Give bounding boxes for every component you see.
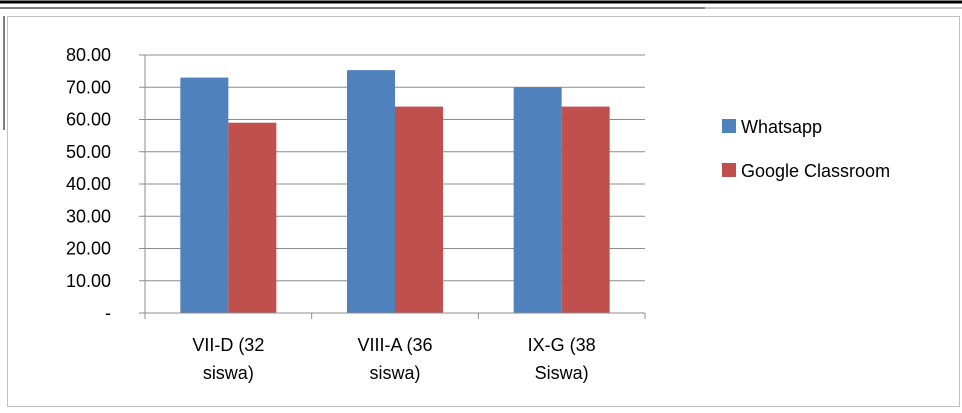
y-tick-labels: 80.00 70.00 60.00 50.00 40.00 30.00 20.00 10.00… (66, 45, 111, 323)
bar-whatsapp (513, 87, 562, 313)
legend: Whatsapp Google Classroom (722, 117, 890, 181)
legend-label: Google Classroom (741, 161, 890, 181)
x-category-label-line: siswa) (369, 363, 420, 383)
x-category-label: IX-G (38 Siswa) (528, 335, 596, 383)
legend-swatch (722, 119, 736, 133)
chart-area-border (7, 16, 960, 407)
bar-google-classroom (228, 122, 277, 313)
x-category-label: VII-D (32 siswa) (192, 335, 264, 383)
x-category-label-line: VIII-A (36 (357, 335, 432, 355)
y-tick-label: 60.00 (66, 110, 111, 130)
y-tick-label: - (105, 303, 111, 323)
x-category-label-line: siswa) (203, 363, 254, 383)
x-tick-labels: VII-D (32 siswa) VIII-A (36 siswa) IX-G (38 S… (192, 335, 595, 383)
y-tick-label: 80.00 (66, 45, 111, 65)
bar-google-classroom (561, 106, 610, 313)
bar-whatsapp (347, 70, 395, 313)
y-tick-label: 70.00 (66, 77, 111, 97)
x-category-label-line: VII-D (32 (192, 335, 264, 355)
y-tick-label: 50.00 (66, 142, 111, 162)
y-tick-label: 10.00 (66, 271, 111, 291)
bars (180, 70, 610, 313)
x-category-label-line: IX-G (38 (528, 335, 596, 355)
y-tick-label: 30.00 (66, 206, 111, 226)
x-category-label-line: Siswa) (535, 363, 589, 383)
y-tick-label: 20.00 (66, 239, 111, 259)
bar-google-classroom (395, 106, 443, 313)
x-category-label: VIII-A (36 siswa) (357, 335, 432, 383)
legend-label: Whatsapp (741, 117, 822, 137)
y-tick-label: 40.00 (66, 174, 111, 194)
legend-swatch (722, 163, 736, 177)
bar-whatsapp (180, 77, 229, 313)
axes (139, 54, 646, 319)
